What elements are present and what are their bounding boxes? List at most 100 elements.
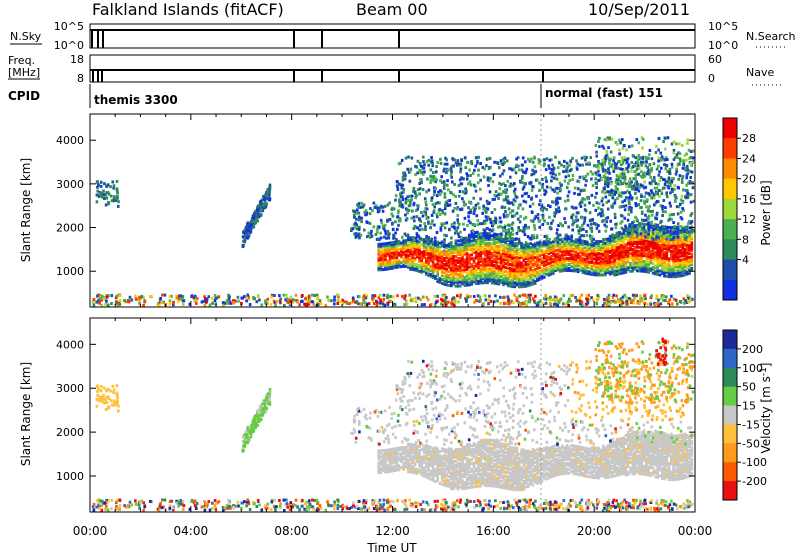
echo-cell <box>553 302 556 306</box>
echo-cell <box>425 253 428 256</box>
echo-cell <box>465 236 469 240</box>
echo-cell <box>568 178 571 182</box>
echo-cell <box>558 238 562 242</box>
echo-cell <box>461 256 464 260</box>
echo-cell <box>634 164 637 168</box>
echo-cell <box>502 269 505 273</box>
echo-cell <box>558 261 562 265</box>
echo-cell <box>447 274 451 277</box>
echo-cell <box>679 216 683 219</box>
echo-cell <box>481 249 485 253</box>
echo-cell <box>638 245 641 249</box>
echo-cell <box>509 263 512 266</box>
echo-cell <box>567 225 570 229</box>
echo-cell <box>243 237 247 241</box>
echo-cell <box>485 210 488 214</box>
echo-cell <box>403 297 406 301</box>
echo-cell <box>506 284 510 288</box>
echo-cell <box>536 255 539 259</box>
echo-cell <box>633 265 637 269</box>
echo-cell <box>676 263 680 266</box>
echo-cell <box>518 242 521 246</box>
echo-cell <box>465 266 469 269</box>
echo-cell <box>381 244 385 248</box>
echo-cell <box>490 261 494 265</box>
echo-cell <box>685 262 689 266</box>
echo-cell <box>484 241 487 245</box>
echo-cell <box>337 295 340 299</box>
echo-cell <box>386 251 389 255</box>
echo-cell <box>670 235 673 239</box>
echo-cell <box>397 209 400 213</box>
echo-cell <box>554 265 557 269</box>
echo-cell <box>388 267 392 271</box>
echo-cell <box>597 167 600 171</box>
echo-cell <box>642 244 646 248</box>
echo-cell <box>459 208 462 212</box>
echo-cell <box>443 233 446 237</box>
echo-cell <box>586 260 589 264</box>
echo-cell <box>420 260 424 264</box>
echo-cell <box>627 165 630 169</box>
echo-cell <box>655 144 658 148</box>
echo-cell <box>553 297 556 301</box>
echo-cell <box>643 229 647 233</box>
echo-cell <box>552 242 555 246</box>
echo-cell <box>112 184 116 188</box>
echo-cell <box>431 240 435 244</box>
echo-cell <box>647 232 650 236</box>
echo-cell <box>352 223 356 227</box>
echo-cell <box>563 247 566 251</box>
echo-cell <box>117 204 120 208</box>
echo-cell <box>363 210 367 214</box>
echo-cell <box>424 228 427 232</box>
echo-cell <box>603 223 607 227</box>
echo-cell <box>574 255 578 259</box>
echo-cell <box>647 243 650 247</box>
echo-cell <box>556 256 560 260</box>
echo-cell <box>454 195 457 198</box>
echo-cell <box>445 281 448 285</box>
echo-cell <box>401 235 404 239</box>
echo-cell <box>621 146 625 150</box>
echo-cell <box>636 234 639 238</box>
echo-cell <box>413 258 417 262</box>
echo-cell <box>488 156 492 160</box>
echo-cell <box>429 247 433 251</box>
echo-cell <box>667 176 671 180</box>
echo-cell <box>611 262 614 266</box>
echo-cell <box>631 247 635 251</box>
echo-cell <box>608 136 611 140</box>
echo-cell <box>499 159 503 163</box>
echo-cell <box>621 161 625 165</box>
echo-cell <box>393 264 396 268</box>
echo-cell <box>652 179 655 183</box>
echo-cell <box>570 259 573 263</box>
echo-cell <box>530 197 533 201</box>
echo-cell <box>675 142 678 146</box>
echo-cell <box>527 280 530 284</box>
echo-cell <box>495 280 498 284</box>
echo-cell <box>494 190 498 193</box>
echo-cell <box>641 184 644 188</box>
echo-cell <box>657 148 660 152</box>
echo-cell <box>470 280 473 284</box>
echo-cell <box>541 215 545 219</box>
echo-cell <box>624 260 628 264</box>
echo-cell <box>602 244 605 247</box>
echo-cell <box>502 296 505 299</box>
echo-cell <box>581 241 585 245</box>
echo-cell <box>573 186 577 190</box>
echo-cell <box>461 245 464 248</box>
echo-cell <box>647 168 651 172</box>
echo-cell <box>391 221 394 225</box>
echo-cell <box>436 215 439 219</box>
echo-cell <box>440 254 444 258</box>
echo-cell <box>550 221 553 225</box>
echo-cell <box>288 298 291 302</box>
echo-cell <box>552 267 555 271</box>
echo-cell <box>633 255 637 259</box>
echo-cell <box>611 254 614 258</box>
echo-cell <box>685 270 689 274</box>
echo-cell <box>511 273 514 277</box>
